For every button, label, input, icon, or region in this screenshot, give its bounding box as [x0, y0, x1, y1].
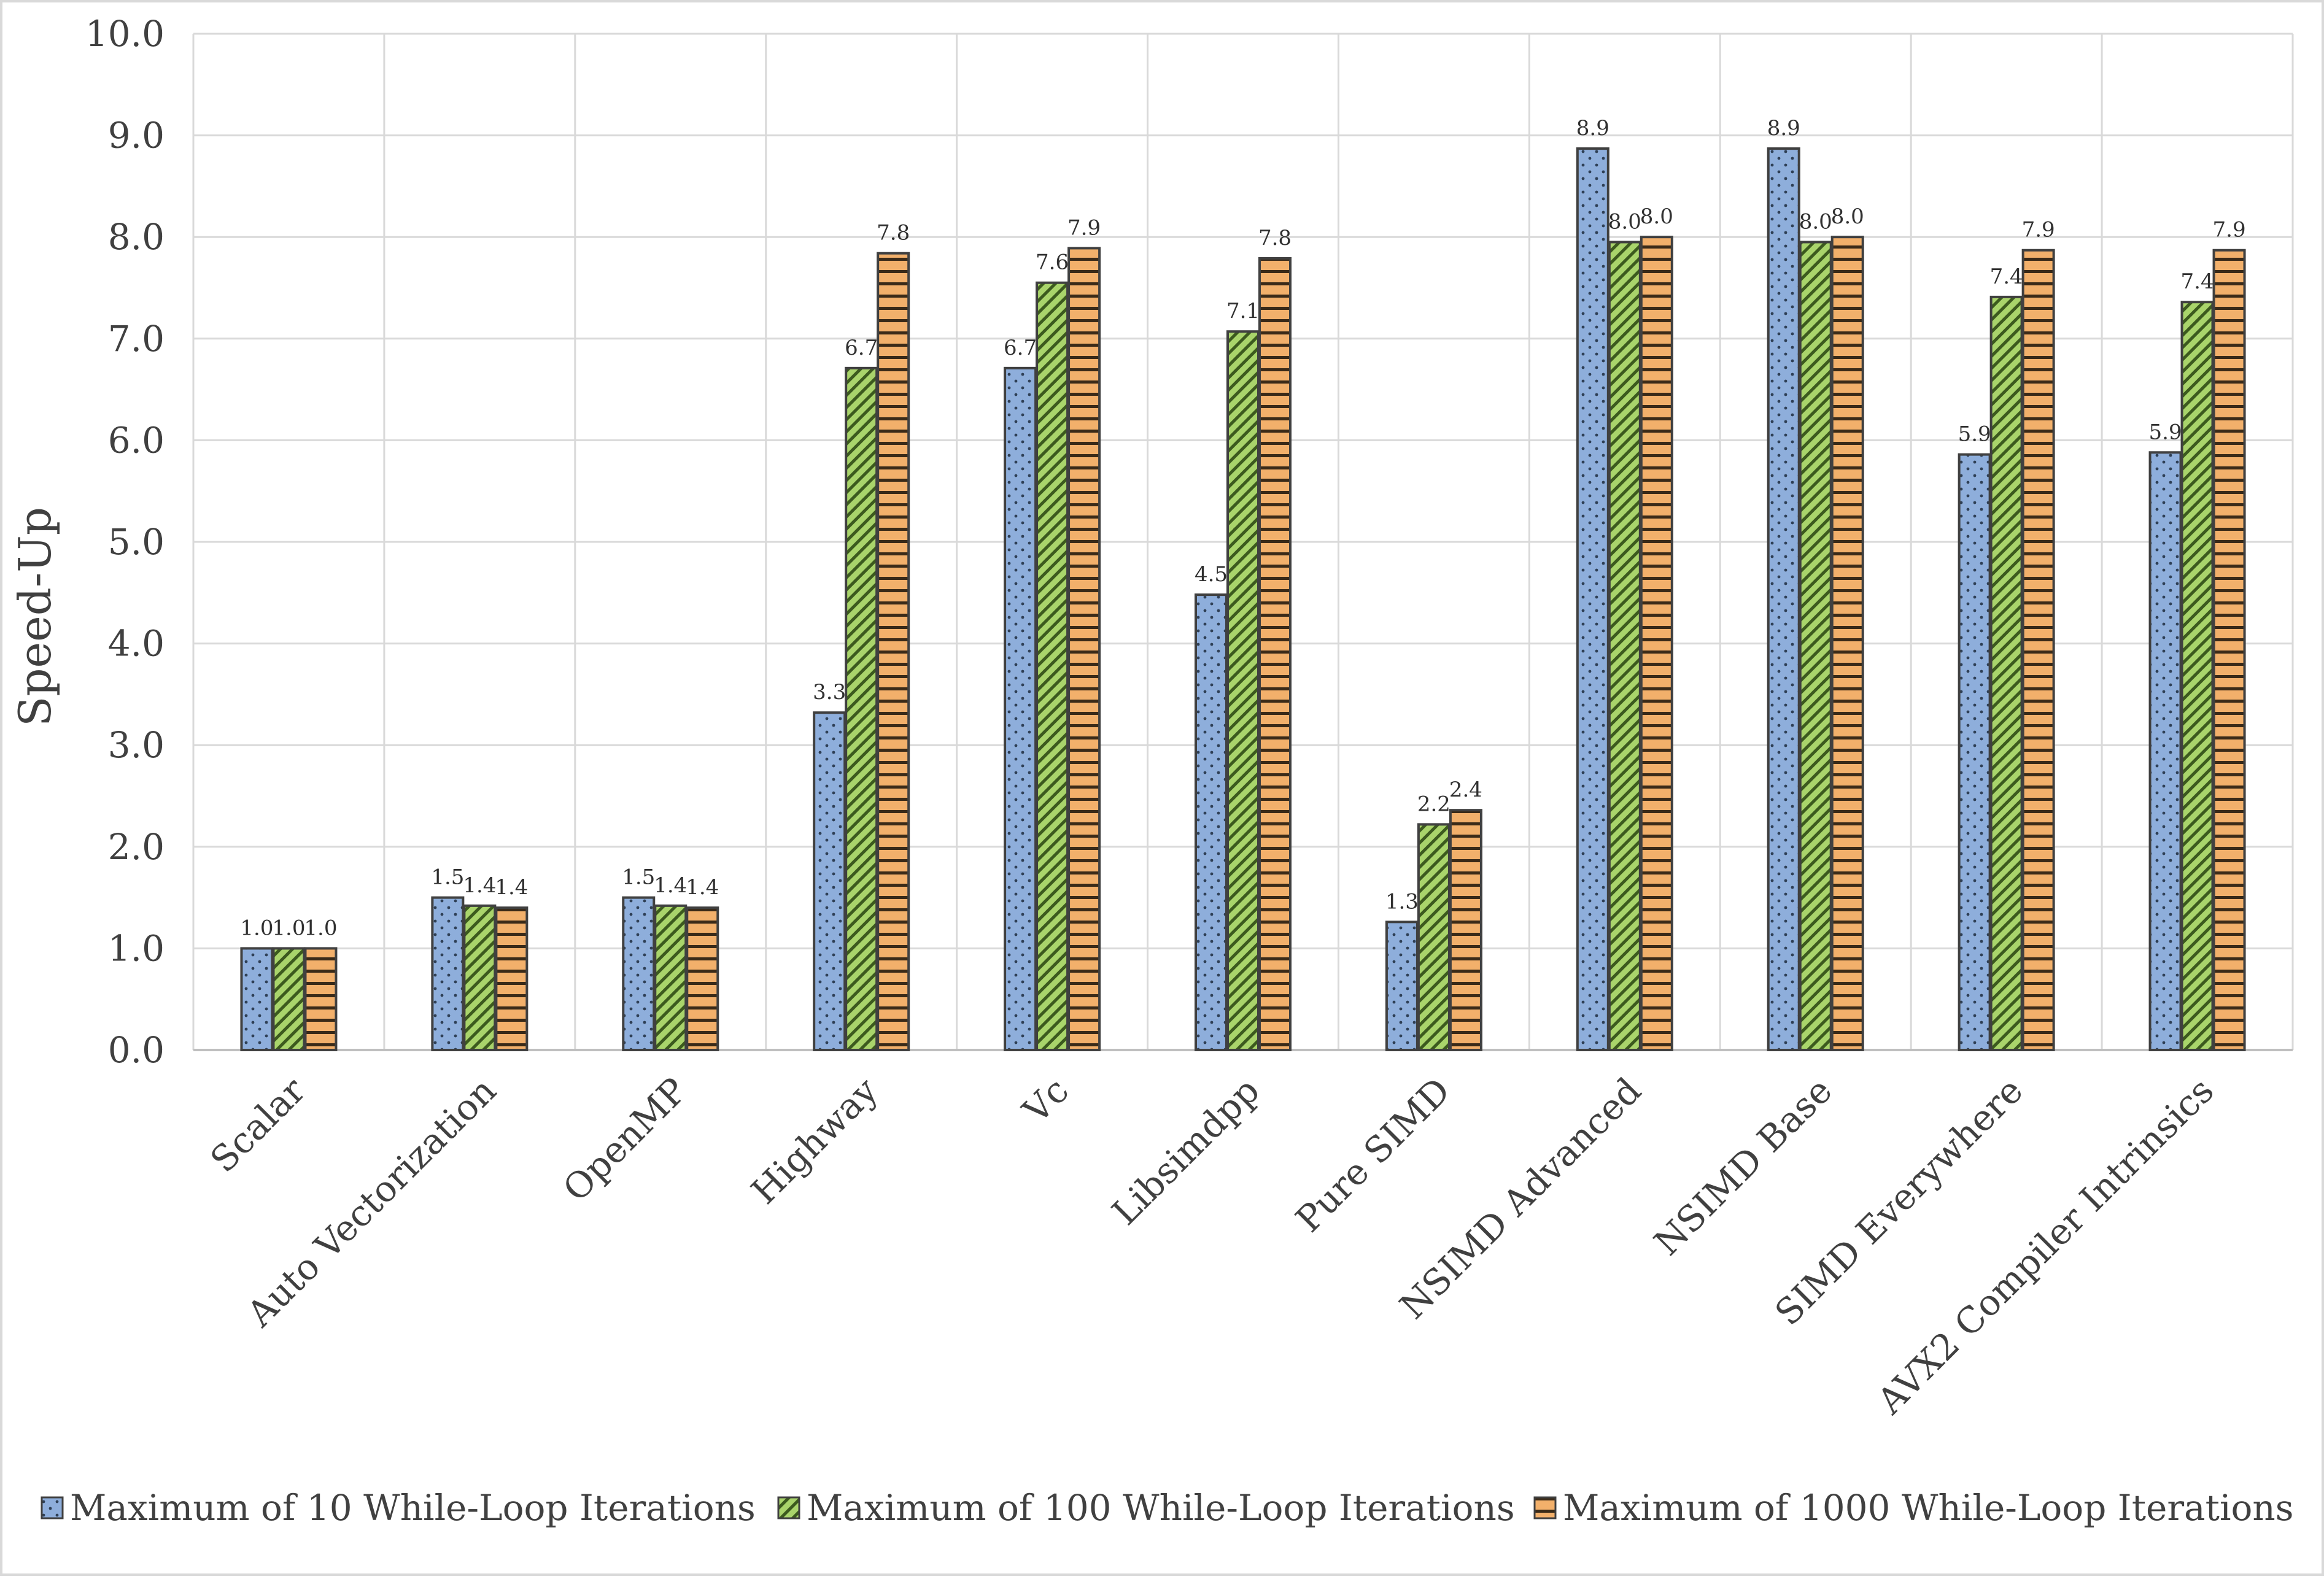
bar-2-openmp — [654, 904, 688, 1052]
data-label: 1.0 — [304, 916, 337, 940]
bar-2-pure-simd — [1417, 823, 1451, 1052]
data-label: 4.5 — [1195, 562, 1228, 587]
data-label: 1.5 — [431, 865, 464, 890]
bar-1-pure-simd — [1385, 921, 1419, 1051]
bar-2-highway — [845, 366, 878, 1051]
bar-3-nsimd-base — [1830, 236, 1864, 1052]
data-label: 8.9 — [1576, 116, 1609, 141]
bar-3-simd-everywhere — [2021, 249, 2055, 1051]
data-label: 7.8 — [1258, 226, 1292, 250]
data-label: 8.0 — [1831, 204, 1864, 229]
data-label: 1.4 — [686, 875, 719, 900]
data-label: 1.4 — [654, 873, 687, 898]
data-label: 5.9 — [1958, 422, 1991, 447]
data-label: 8.0 — [1608, 209, 1641, 234]
bar-3-auto-vectorization — [495, 906, 529, 1052]
bar-3-nsimd-advanced — [1640, 236, 1673, 1052]
bar-2-nsimd-advanced — [1608, 241, 1641, 1052]
data-label: 7.4 — [1990, 264, 2023, 289]
data-label: 7.8 — [877, 221, 910, 245]
y-tick-label: 3.0 — [108, 724, 165, 766]
bar-3-scalar — [304, 947, 338, 1052]
bar-1-scalar — [240, 947, 274, 1052]
y-tick-label: 2.0 — [108, 826, 165, 868]
legend-label: Maximum of 1000 While-Loop Iterations — [1563, 1487, 2294, 1529]
legend-label: Maximum of 10 While-Loop Iterations — [70, 1487, 756, 1529]
data-label: 8.9 — [1767, 116, 1800, 141]
data-label: 8.0 — [1799, 209, 1832, 234]
y-axis-title: Speed-Up — [9, 507, 61, 727]
data-label: 2.2 — [1417, 792, 1451, 816]
bar-3-vc — [1067, 247, 1101, 1051]
bar-3-pure-simd — [1449, 809, 1482, 1051]
data-label: 1.0 — [272, 916, 305, 940]
data-label: 1.5 — [622, 865, 655, 890]
data-label: 1.3 — [1385, 889, 1419, 914]
bar-3-avx2-compiler-intrinsics — [2212, 249, 2246, 1051]
y-tick-label: 4.0 — [108, 623, 165, 665]
bar-2-nsimd-base — [1799, 241, 1832, 1052]
bar-1-simd-everywhere — [1958, 453, 1991, 1051]
data-label: 7.1 — [1226, 299, 1260, 323]
y-tick-label: 9.0 — [108, 115, 165, 156]
legend-swatch — [41, 1496, 64, 1519]
bar-2-vc — [1036, 281, 1069, 1052]
y-tick-label: 5.0 — [108, 521, 165, 563]
data-label: 8.0 — [1640, 204, 1673, 229]
bar-3-highway — [877, 252, 910, 1051]
bar-1-nsimd-base — [1767, 147, 1800, 1051]
bar-3-openmp — [686, 906, 719, 1052]
data-label: 7.4 — [2181, 269, 2214, 294]
bar-1-auto-vectorization — [431, 896, 465, 1051]
bar-2-scalar — [272, 947, 306, 1052]
data-label: 5.9 — [2149, 420, 2182, 444]
data-label: 6.7 — [845, 336, 878, 360]
y-tick-label: 6.0 — [108, 419, 165, 461]
data-label: 6.7 — [1004, 336, 1037, 360]
bar-3-libsimdpp — [1258, 257, 1292, 1052]
bar-1-highway — [813, 711, 846, 1051]
data-label: 1.4 — [463, 873, 496, 898]
data-label: 3.3 — [813, 680, 846, 705]
data-label: 2.4 — [1449, 778, 1482, 802]
data-label: 7.9 — [2022, 218, 2055, 242]
y-tick-label: 10.0 — [85, 13, 165, 55]
legend: Maximum of 10 While-Loop Iterations Maxim… — [41, 1487, 2294, 1529]
data-label: 1.4 — [495, 875, 528, 900]
bar-1-libsimdpp — [1195, 593, 1228, 1051]
y-tick-label: 1.0 — [108, 927, 165, 969]
bar-1-vc — [1004, 366, 1037, 1051]
bar-1-openmp — [622, 896, 656, 1051]
legend-swatch — [1533, 1496, 1557, 1519]
bar-1-avx2-compiler-intrinsics — [2148, 451, 2182, 1051]
bar-1-nsimd-advanced — [1576, 147, 1609, 1051]
y-axis-ticks: 0.0 1.0 2.0 3.0 4.0 5.0 6.0 7.0 8.0 9.0 10.0 — [85, 13, 165, 1071]
gridlines — [192, 33, 2294, 1051]
bar-2-libsimdpp — [1226, 330, 1260, 1051]
y-tick-label: 7.0 — [108, 318, 165, 360]
bar-2-simd-everywhere — [1989, 295, 2023, 1051]
y-tick-label: 0.0 — [108, 1029, 165, 1071]
bar-2-auto-vectorization — [463, 904, 497, 1052]
data-labels: 1.01.01.01.51.41.4 1.51.41.43.36.77.86.77… — [240, 116, 2245, 940]
bars — [240, 147, 2246, 1052]
y-tick-label: 8.0 — [108, 216, 165, 258]
bar-2-avx2-compiler-intrinsics — [2180, 301, 2214, 1052]
data-label: 7.9 — [2213, 218, 2246, 242]
data-label: 7.9 — [1067, 215, 1101, 240]
data-label: 1.0 — [240, 916, 273, 940]
legend-label: Maximum of 100 While-Loop Iterations — [807, 1487, 1515, 1529]
legend-swatch — [777, 1496, 800, 1519]
data-label: 7.6 — [1036, 250, 1069, 275]
